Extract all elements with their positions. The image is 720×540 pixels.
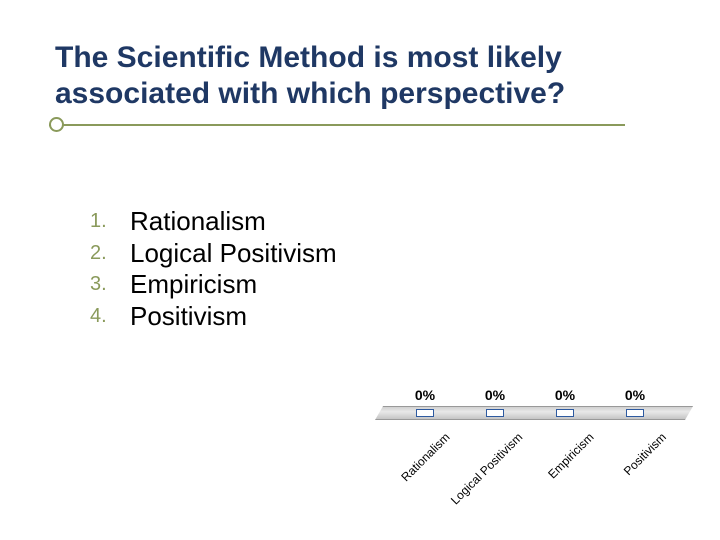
chart-bar xyxy=(626,409,644,417)
list-item: 4. Positivism xyxy=(90,301,337,333)
chart-category: Empiricism xyxy=(546,430,597,481)
slide-title: The Scientific Method is most likely ass… xyxy=(55,40,665,112)
item-text: Logical Positivism xyxy=(130,238,337,270)
item-number: 1. xyxy=(90,206,130,233)
item-number: 3. xyxy=(90,269,130,296)
item-number: 4. xyxy=(90,301,130,328)
item-number: 2. xyxy=(90,238,130,265)
chart-value: 0% xyxy=(395,387,455,403)
chart-categories: Rationalism Logical Positivism Empiricis… xyxy=(375,420,685,480)
title-underline xyxy=(55,118,665,136)
chart-category: Positivism xyxy=(621,430,669,478)
item-text: Empiricism xyxy=(130,269,257,301)
response-chart: 0% 0% 0% 0% Rationalism Logical Positivi… xyxy=(375,345,685,475)
chart-value: 0% xyxy=(605,387,665,403)
list-item: 1. Rationalism xyxy=(90,206,337,238)
chart-bar xyxy=(416,409,434,417)
chart-category: Rationalism xyxy=(399,430,453,484)
chart-value: 0% xyxy=(535,387,595,403)
chart-value: 0% xyxy=(465,387,525,403)
chart-bar xyxy=(486,409,504,417)
list-item: 2. Logical Positivism xyxy=(90,238,337,270)
item-text: Rationalism xyxy=(130,206,266,238)
item-text: Positivism xyxy=(130,301,247,333)
chart-bar xyxy=(556,409,574,417)
chart-category: Logical Positivism xyxy=(448,430,525,507)
options-list: 1. Rationalism 2. Logical Positivism 3. … xyxy=(55,206,337,333)
list-item: 3. Empiricism xyxy=(90,269,337,301)
